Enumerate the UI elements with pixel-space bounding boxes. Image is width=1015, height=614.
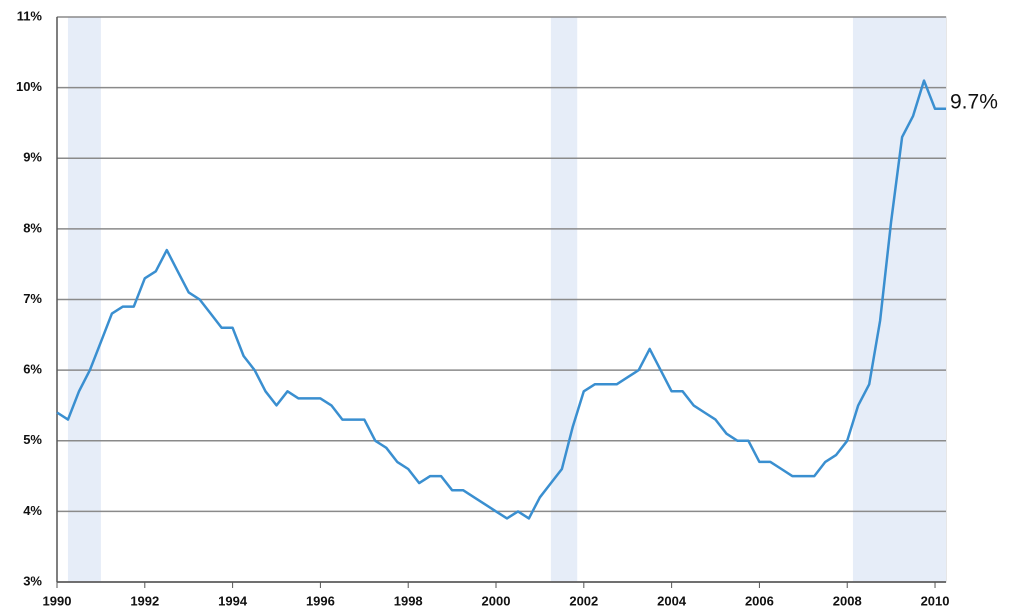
x-tick-label: 1998	[394, 593, 423, 608]
y-tick-label: 10%	[16, 79, 42, 94]
y-tick-label: 8%	[23, 220, 42, 235]
x-tick-label: 2006	[745, 593, 774, 608]
x-tick-label: 1992	[130, 593, 159, 608]
data-line	[56, 79, 946, 520]
y-tick-label: 11%	[17, 8, 43, 23]
x-tick-label: 2004	[657, 593, 687, 608]
y-tick-label: 9%	[23, 150, 42, 165]
y-tick-label: 3%	[23, 573, 42, 588]
y-tick-label: 5%	[23, 432, 42, 447]
x-tick-label: 2000	[482, 593, 511, 608]
end-label: 9.7%	[950, 90, 998, 113]
y-tick-label: 6%	[23, 362, 42, 377]
x-tick-label: 1990	[43, 593, 72, 608]
x-tick-label: 2008	[833, 593, 862, 608]
x-tick-label: 1996	[306, 593, 335, 608]
x-tick-label: 2010	[921, 593, 950, 608]
y-tick-label: 7%	[23, 291, 42, 306]
x-tick-label: 2002	[569, 593, 598, 608]
x-tick-label: 1994	[218, 593, 248, 608]
y-tick-label: 4%	[23, 503, 42, 518]
